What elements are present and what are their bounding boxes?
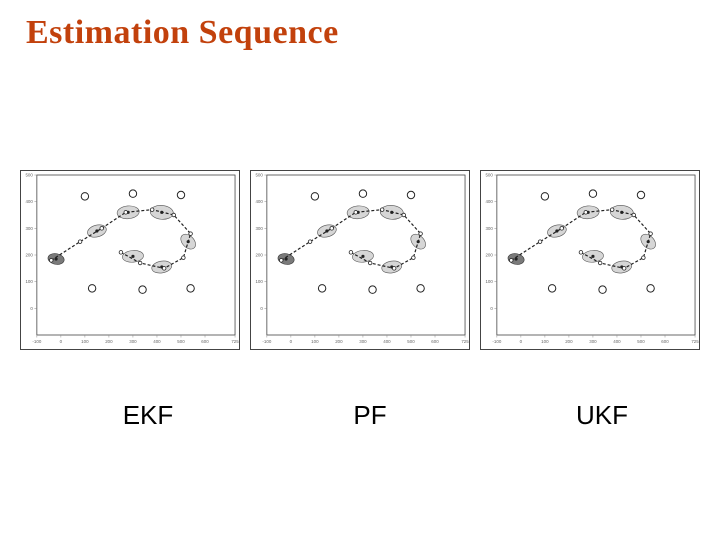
svg-text:-100: -100 xyxy=(492,339,501,344)
svg-text:300: 300 xyxy=(589,339,597,344)
svg-text:500: 500 xyxy=(637,339,645,344)
svg-text:100: 100 xyxy=(485,279,493,284)
svg-text:400: 400 xyxy=(383,339,391,344)
panel-ukf: -100 0 100 200 300 400 500 600 725 0 100 200 300 400 5… xyxy=(480,170,700,350)
panel-label-ekf: EKF xyxy=(88,400,208,431)
svg-text:500: 500 xyxy=(407,339,415,344)
svg-text:-100: -100 xyxy=(32,339,41,344)
svg-text:300: 300 xyxy=(129,339,137,344)
svg-text:600: 600 xyxy=(431,339,439,344)
svg-text:0: 0 xyxy=(290,339,293,344)
panel-pf: -100 0 100 200 300 400 500 600 725 0 100 200 300 400 5… xyxy=(250,170,470,350)
svg-text:100: 100 xyxy=(81,339,89,344)
panel-row: -100 0 100 200 300 400 500 600 725 0 100 200 300 400 5… xyxy=(20,170,700,350)
svg-text:200: 200 xyxy=(255,252,263,257)
svg-text:0: 0 xyxy=(520,339,523,344)
svg-text:300: 300 xyxy=(359,339,367,344)
svg-text:300: 300 xyxy=(255,226,263,231)
svg-text:200: 200 xyxy=(485,252,493,257)
svg-text:300: 300 xyxy=(485,226,493,231)
svg-text:100: 100 xyxy=(255,279,263,284)
panel-label-pf: PF xyxy=(330,400,410,431)
svg-text:100: 100 xyxy=(541,339,549,344)
svg-text:0: 0 xyxy=(60,339,63,344)
svg-text:300: 300 xyxy=(25,226,33,231)
slide-title: Estimation Sequence xyxy=(26,14,339,52)
svg-text:200: 200 xyxy=(105,339,113,344)
svg-text:600: 600 xyxy=(661,339,669,344)
svg-text:600: 600 xyxy=(201,339,209,344)
svg-text:200: 200 xyxy=(25,252,33,257)
svg-text:500: 500 xyxy=(255,172,263,177)
svg-text:725: 725 xyxy=(691,339,699,344)
plot-ekf: -100 0 100 200 300 400 500 600 725 0 100 200 300 400 5… xyxy=(20,170,240,350)
svg-text:400: 400 xyxy=(255,199,263,204)
svg-text:725: 725 xyxy=(231,339,239,344)
panel-label-ukf: UKF xyxy=(552,400,652,431)
panel-ekf: -100 0 100 200 300 400 500 600 725 0 100 200 300 400 5… xyxy=(20,170,240,350)
svg-text:0: 0 xyxy=(30,306,33,311)
svg-text:100: 100 xyxy=(25,279,33,284)
svg-text:-100: -100 xyxy=(262,339,271,344)
svg-text:400: 400 xyxy=(153,339,161,344)
svg-text:725: 725 xyxy=(461,339,469,344)
svg-text:200: 200 xyxy=(565,339,573,344)
svg-text:200: 200 xyxy=(335,339,343,344)
svg-text:100: 100 xyxy=(311,339,319,344)
svg-text:500: 500 xyxy=(485,172,493,177)
plot-pf: -100 0 100 200 300 400 500 600 725 0 100 200 300 400 5… xyxy=(250,170,470,350)
svg-text:400: 400 xyxy=(25,199,33,204)
svg-text:0: 0 xyxy=(490,306,493,311)
svg-text:400: 400 xyxy=(485,199,493,204)
svg-text:400: 400 xyxy=(613,339,621,344)
svg-text:500: 500 xyxy=(177,339,185,344)
plot-ukf: -100 0 100 200 300 400 500 600 725 0 100 200 300 400 5… xyxy=(480,170,700,350)
svg-text:0: 0 xyxy=(260,306,263,311)
svg-text:500: 500 xyxy=(25,172,33,177)
